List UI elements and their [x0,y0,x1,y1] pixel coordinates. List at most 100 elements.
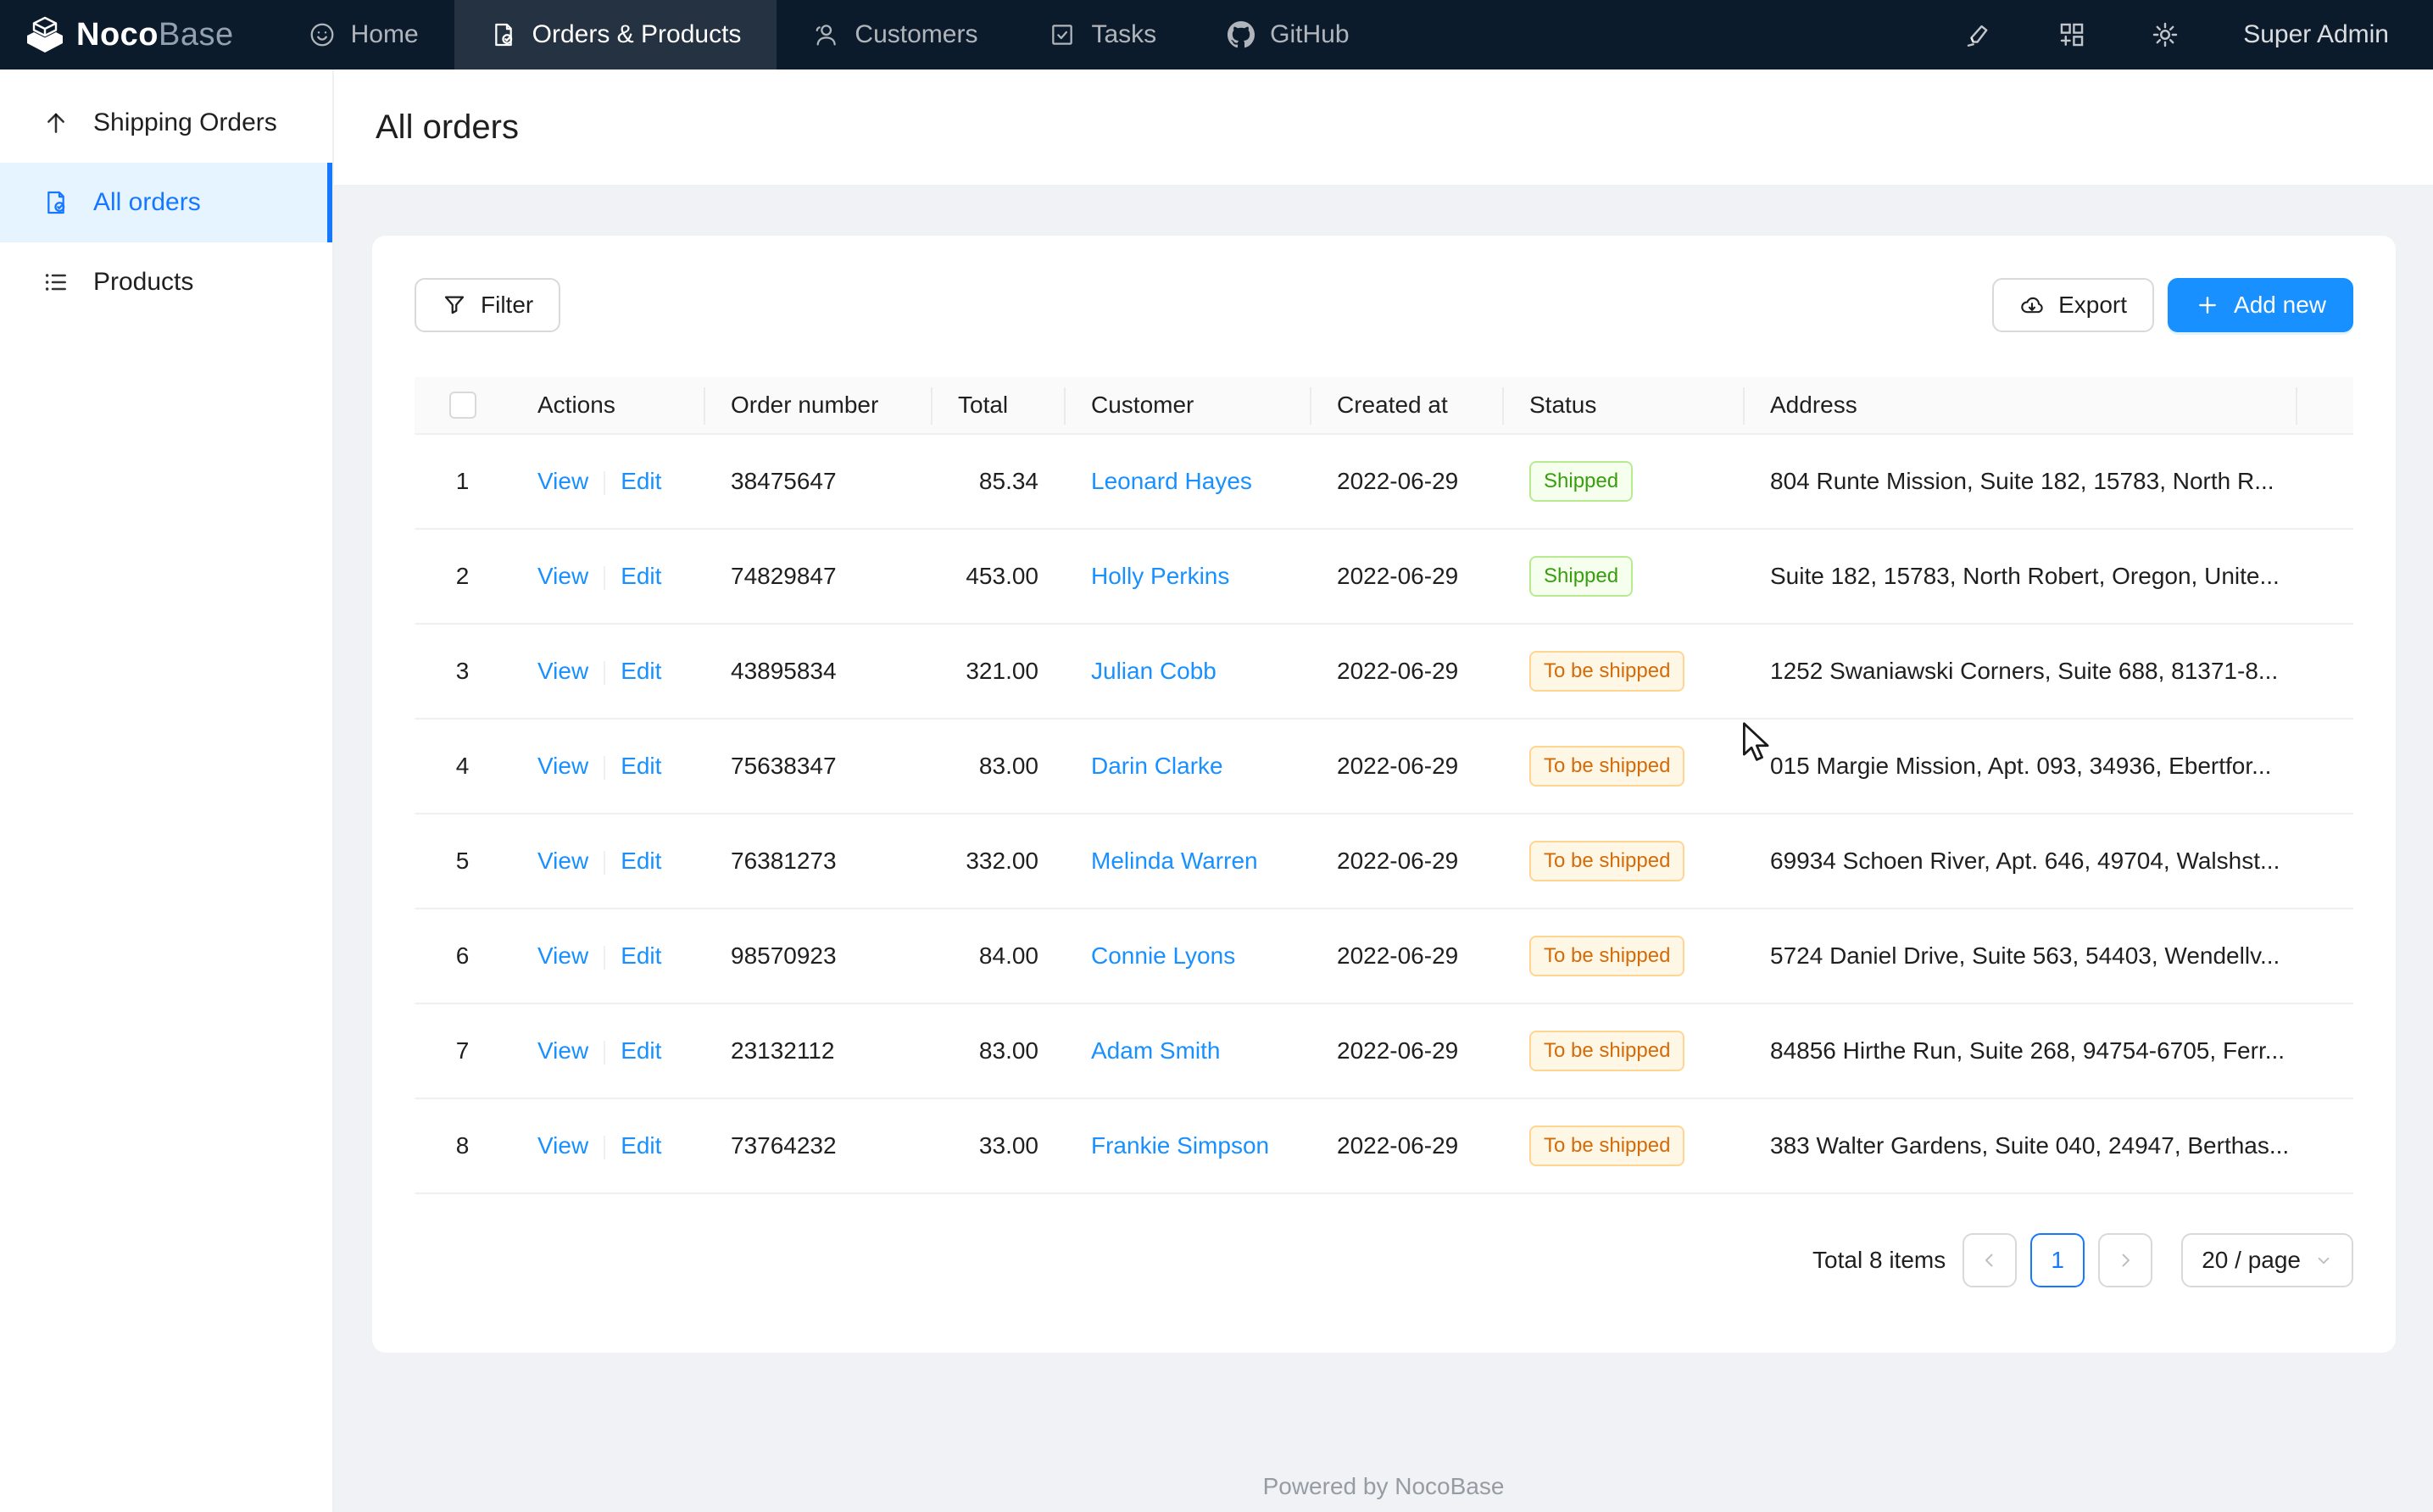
row-actions: View Edit [510,1003,704,1099]
view-link[interactable]: View [537,468,589,494]
view-link[interactable]: View [537,942,589,969]
status-tag: Shipped [1529,556,1634,597]
view-link[interactable]: View [537,563,589,589]
customer-cell: Melinda Warren [1064,814,1310,909]
address-cell: 5724 Daniel Drive, Suite 563, 54403, Wen… [1743,909,2296,1004]
total-value: 321.00 [966,658,1038,684]
row-index-value: 6 [455,942,470,969]
total-value: 83.00 [978,1037,1038,1064]
edit-link[interactable]: Edit [621,1132,662,1159]
nav-tab-label: Orders & Products [532,20,742,48]
nav-tab-github[interactable]: GitHub [1192,0,1384,69]
customer-link[interactable]: Connie Lyons [1091,942,1236,969]
order-number-cell: 38475647 [704,434,931,530]
customer-link[interactable]: Holly Perkins [1091,563,1230,589]
created-at-cell: 2022-06-29 [1310,719,1502,814]
created-at-value: 2022-06-29 [1337,942,1459,969]
edit-link[interactable]: Edit [621,563,662,589]
status-cell: Shipped [1502,529,1743,625]
nav-tab-tasks[interactable]: Tasks [1013,0,1192,69]
row-actions: View Edit [510,1098,704,1194]
column-header-actions: Actions [510,377,704,435]
row-index: 8 [415,1098,510,1194]
view-link[interactable]: View [537,658,589,684]
customer-link[interactable]: Julian Cobb [1091,658,1216,684]
status-cell: To be shipped [1502,1098,1743,1194]
row-actions: View Edit [510,434,704,530]
nav-tab-orders-products[interactable]: Orders & Products [454,0,777,69]
view-link[interactable]: View [537,848,589,874]
customer-link[interactable]: Melinda Warren [1091,848,1258,874]
row-index-value: 2 [455,563,470,589]
nav-tab-home[interactable]: Home [273,0,454,69]
nocobase-logo[interactable]: NocoBase [0,0,273,69]
filter-icon [444,296,465,314]
view-link[interactable]: View [537,1132,589,1159]
total-value: 83.00 [978,753,1038,779]
address-value: 383 Walter Gardens, Suite 040, 24947, Be… [1770,1132,2290,1159]
address-cell: 84856 Hirthe Run, Suite 268, 94754-6705,… [1743,1003,2296,1099]
customer-link[interactable]: Leonard Hayes [1091,468,1252,494]
cloud-download-icon [2021,297,2043,314]
plus-icon [2199,297,2216,314]
pagination-page-1[interactable]: 1 [2030,1233,2085,1287]
github-icon [1228,21,1255,48]
address-cell: 804 Runte Mission, Suite 182, 15783, Nor… [1743,434,2296,530]
status-cell: To be shipped [1502,909,1743,1004]
filter-button[interactable]: Filter [415,278,561,332]
order-number-cell: 98570923 [704,909,931,1004]
settings-icon[interactable] [2150,19,2180,50]
row-index: 5 [415,814,510,909]
edit-link[interactable]: Edit [621,848,662,874]
address-cell: Suite 182, 15783, North Robert, Oregon, … [1743,529,2296,625]
sidebar-item-shipping-orders[interactable]: Shipping Orders [0,83,332,163]
customer-link[interactable]: Darin Clarke [1091,753,1223,779]
edit-link[interactable]: Edit [621,468,662,494]
chevron-left-icon [1985,1254,1993,1267]
add-new-button[interactable]: Add new [2168,278,2353,332]
column-header-customer: Customer [1064,377,1310,435]
edit-link[interactable]: Edit [621,1037,662,1064]
edit-link[interactable]: Edit [621,658,662,684]
orders-table: Actions Order number Total Customer Crea… [415,377,2353,1194]
order-number-value: 75638347 [731,753,837,779]
total-value: 33.00 [978,1132,1038,1159]
nocobase-cube-icon [25,16,64,54]
table-row: 5 View Edit 76381273 332.00 Melinda Warre… [415,814,2353,909]
empty-cell [2296,434,2353,530]
order-number-cell: 73764232 [704,1098,931,1194]
page-size-select[interactable]: 20 / page [2181,1233,2353,1287]
sidebar-item-all-orders[interactable]: All orders [0,163,332,242]
table-row: 4 View Edit 75638347 83.00 Darin Clarke 2… [415,719,2353,814]
pagination-next-button[interactable] [2098,1233,2153,1287]
check-square-icon [1052,25,1073,45]
nav-tab-label: Tasks [1091,20,1157,48]
customer-link[interactable]: Adam Smith [1091,1037,1221,1064]
edit-link[interactable]: Edit [621,942,662,969]
nav-tab-customers[interactable]: Customers [777,0,1013,69]
smile-icon [310,23,334,47]
order-number-value: 98570923 [731,942,837,969]
customer-link[interactable]: Frankie Simpson [1091,1132,1270,1159]
highlighter-icon[interactable] [1963,19,1994,50]
created-at-cell: 2022-06-29 [1310,1003,1502,1099]
status-tag: To be shipped [1529,841,1685,881]
status-cell: To be shipped [1502,1003,1743,1099]
empty-cell [2296,909,2353,1004]
row-index: 4 [415,719,510,814]
sidebar-item-label: Products [93,268,194,296]
edit-link[interactable]: Edit [621,753,662,779]
view-link[interactable]: View [537,753,589,779]
select-all-checkbox[interactable] [448,392,476,419]
column-header-order-number: Order number [704,377,931,435]
user-menu[interactable]: Super Admin [2243,20,2389,48]
pagination-prev-button[interactable] [1963,1233,2018,1287]
export-button-label: Export [2058,292,2128,318]
customer-cell: Adam Smith [1064,1003,1310,1099]
export-button[interactable]: Export [1992,278,2155,332]
customer-cell: Julian Cobb [1064,624,1310,720]
sidebar-item-products[interactable]: Products [0,242,332,322]
view-link[interactable]: View [537,1037,589,1064]
nav-spacer [1385,0,1964,69]
appstore-add-icon[interactable] [2057,19,2087,50]
